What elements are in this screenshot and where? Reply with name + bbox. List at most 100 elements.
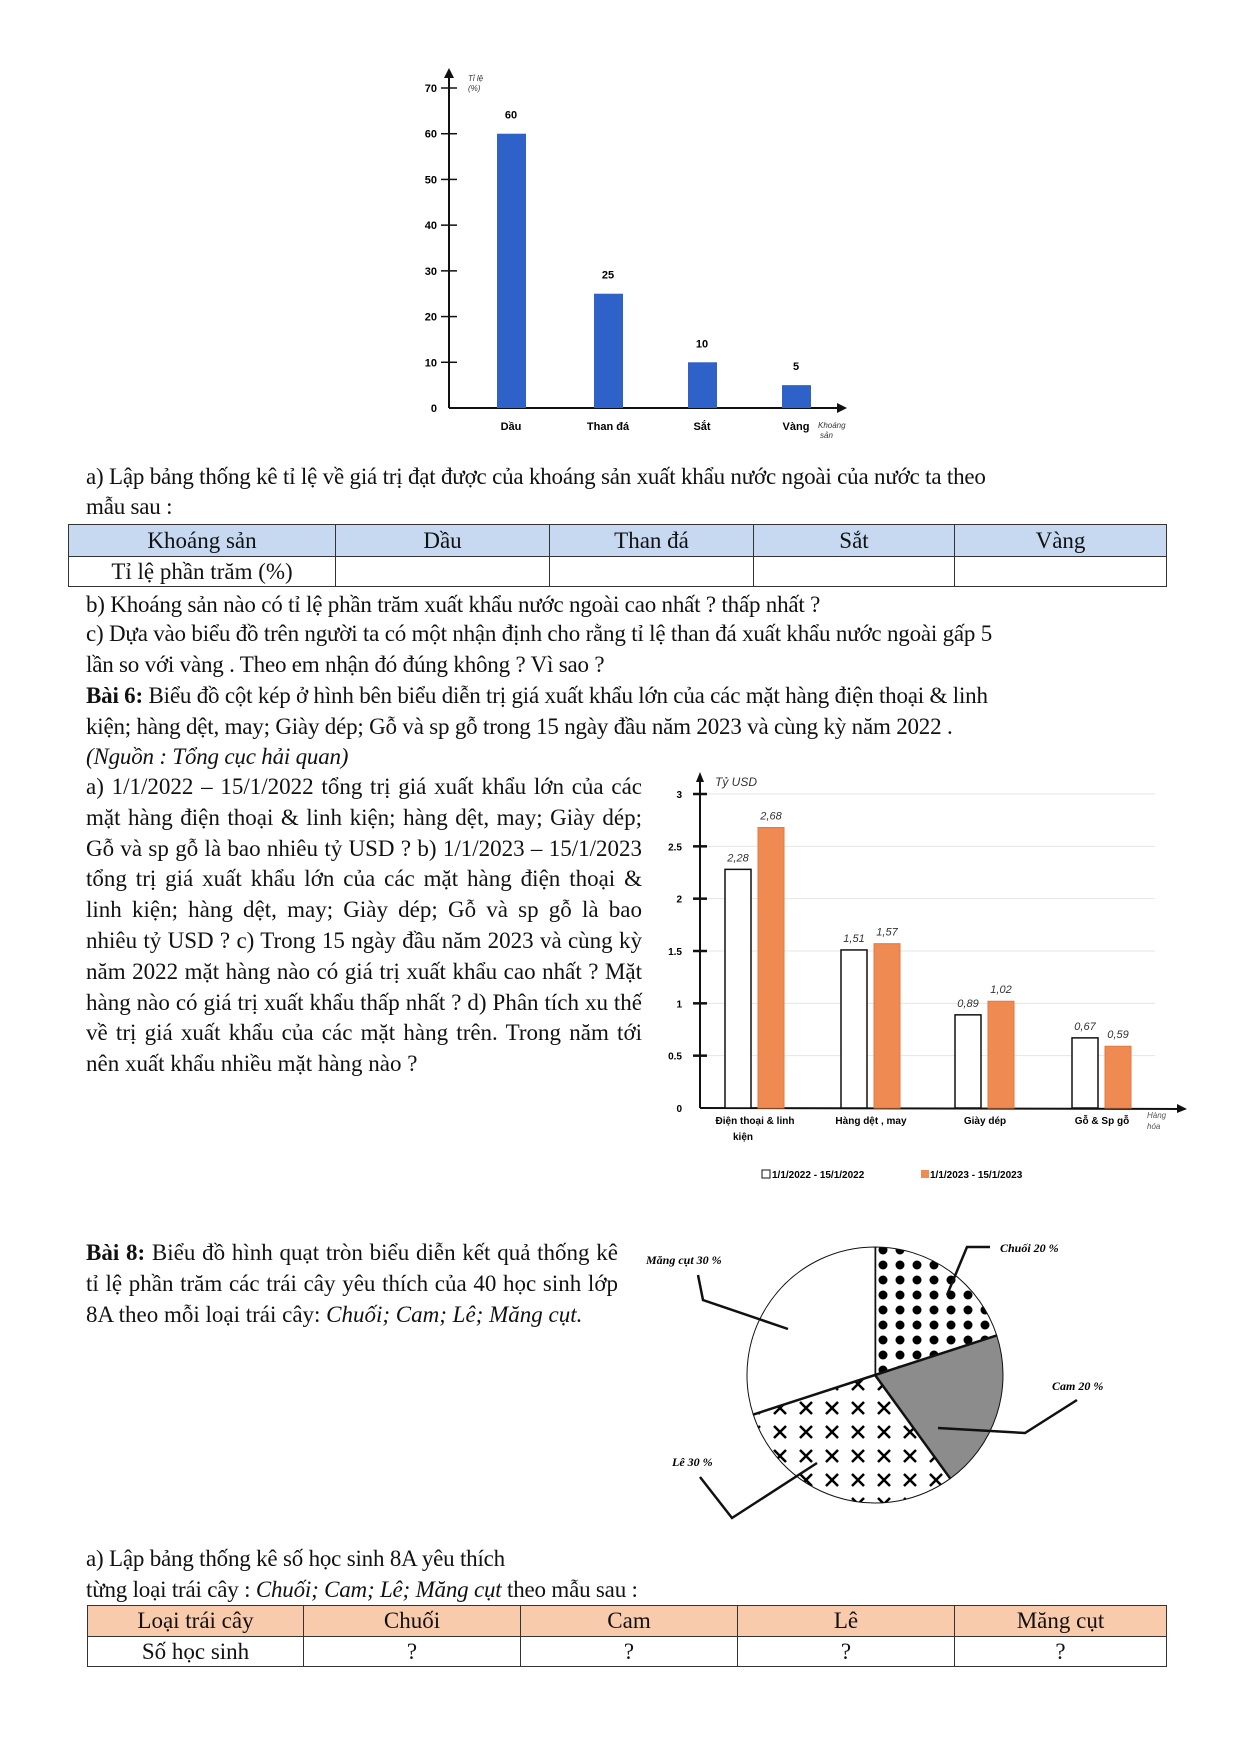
bar-value-label: 2,68: [759, 810, 782, 822]
bar: [594, 293, 623, 408]
bar-2023: [757, 826, 785, 1109]
y-axis-label-unit: (%): [468, 84, 481, 93]
bar-value-label: 10: [696, 338, 708, 350]
mineral-table-header: Khoáng sản Dầu Than đá Sắt Vàng: [68, 524, 1167, 557]
bar-value-label: 0,89: [957, 998, 978, 1010]
table-header-cell: Loại trái cây: [87, 1605, 304, 1637]
category-label: Giày dép: [964, 1116, 1006, 1127]
ex6-intro-text: Biểu đồ cột kép ở hình bên biểu diễn trị…: [142, 683, 988, 708]
mineral-table: Khoáng sản Dầu Than đá Sắt Vàng Tỉ lệ ph…: [68, 524, 1167, 587]
export-value-double-bar-chart: 0 0.5 1 1.5 2 2.5 3 Tỷ USD Hàng hóa 2,28 1,51 0,89 0,…: [668, 772, 1187, 1181]
category-label: Than đá: [587, 421, 630, 433]
bar-2023: [873, 943, 901, 1109]
table-row-label: Tỉ lệ phần trăm (%): [68, 556, 336, 587]
pie-slice-divider: [873, 1374, 952, 1480]
y-tick-label: 1.5: [668, 947, 682, 958]
ex8-intro-text: Biểu đồ hình quạt tròn biểu diễn kết quả…: [86, 1240, 619, 1327]
table-cell: [753, 556, 955, 587]
y-tick-label: 1: [676, 999, 682, 1010]
y-tick-label: 60: [425, 129, 437, 141]
bar-2022: [840, 949, 868, 1109]
table-cell: ?: [303, 1636, 521, 1667]
text: từng loại trái cây :: [86, 1577, 256, 1602]
table-cell: ?: [737, 1636, 955, 1667]
ex5-question-c-line2: lần so với vàng . Theo em nhận đó đúng k…: [86, 652, 605, 677]
x-axis-label: Hàng: [1147, 1111, 1167, 1120]
bar-value-label: 1,02: [990, 984, 1011, 996]
ex6-questions: a) 1/1/2022 – 15/1/2022 tổng trị giá xuấ…: [86, 774, 642, 1077]
legend-swatch-2023: [921, 1170, 929, 1178]
ex6-title: Bài 6:: [86, 683, 143, 708]
category-label: Hàng dệt , may: [835, 1116, 907, 1127]
y-tick-label: 3: [676, 790, 682, 801]
pie-slice-divider: [874, 1334, 998, 1377]
ex5-question-b: b) Khoáng sản nào có tỉ lệ phần trăm xuấ…: [86, 592, 821, 617]
y-tick-label: 40: [425, 220, 437, 232]
pie-slice: [874, 1246, 998, 1376]
bar-value-label: 0,59: [1107, 1029, 1128, 1041]
bar-value-label: 25: [602, 270, 614, 282]
x-axis-label: Khoáng: [818, 421, 846, 430]
slice-label: Cam 20 %: [1052, 1379, 1103, 1393]
y-tick-label: 20: [425, 312, 437, 324]
leader-line: [945, 1245, 990, 1296]
y-tick-label: 70: [425, 83, 437, 95]
fruit-table: Loại trái cây Chuối Cam Lê Măng cụt Số h…: [87, 1605, 1167, 1667]
y-tick-label: 10: [425, 357, 437, 369]
bar-value-label: 0,67: [1074, 1021, 1096, 1033]
category-label-2: kiện: [733, 1132, 753, 1143]
category-label: Dầu: [501, 421, 522, 433]
ex8-question-a-line2: từng loại trái cây : Chuối; Cam; Lê; Măn…: [86, 1577, 638, 1603]
mineral-table-row: Tỉ lệ phần trăm (%): [68, 556, 1167, 587]
category-label: Gỗ & Sp gỗ: [1075, 1114, 1129, 1127]
x-axis-label-2: hóa: [1147, 1122, 1161, 1131]
legend-label-2023: 1/1/2023 - 15/1/2023: [930, 1170, 1023, 1181]
y-tick-label: 0: [676, 1104, 682, 1115]
table-cell: ?: [954, 1636, 1167, 1667]
x-axis-label-2: sản: [820, 431, 833, 440]
y-axis-label: Tỷ USD: [715, 775, 757, 789]
ex5-question-a-line1: a) Lập bảng thống kê tỉ lệ về giá trị đạ…: [86, 464, 986, 489]
table-cell: [954, 556, 1167, 587]
bar: [782, 385, 811, 408]
y-tick-label: 2: [676, 895, 682, 906]
table-header-cell: Khoáng sản: [68, 524, 336, 557]
legend-label-2022: 1/1/2022 - 15/1/2022: [772, 1170, 865, 1181]
slice-label: Lê 30 %: [671, 1455, 713, 1469]
bar-2022: [1071, 1037, 1099, 1109]
ex6-intro-line1: Bài 6: Biểu đồ cột kép ở hình bên biểu d…: [86, 683, 988, 709]
bar-value-label: 60: [505, 110, 517, 122]
table-cell: [549, 556, 754, 587]
ex5-question-a-line2: mẫu sau :: [86, 494, 173, 519]
table-row-label: Số học sinh: [87, 1636, 304, 1667]
x-axis-arrow: [837, 403, 847, 413]
bar-2023: [1104, 1045, 1132, 1109]
bar-value-label: 1,51: [843, 933, 864, 945]
ex6-source: (Nguồn : Tổng cục hải quan): [86, 744, 349, 769]
y-axis-arrow: [696, 772, 704, 782]
bar-value-label: 5: [793, 361, 799, 373]
ex8-question-a-line1: a) Lập bảng thống kê số học sinh 8A yêu …: [86, 1546, 505, 1571]
bar-value-label: 1,57: [876, 927, 898, 939]
table-header-cell: Cam: [520, 1605, 738, 1637]
leader-line: [937, 1398, 1078, 1435]
y-tick-label: 30: [425, 266, 437, 278]
fruit-table-row: Số học sinh ? ? ? ?: [87, 1636, 1167, 1667]
fruit-table-header: Loại trái cây Chuối Cam Lê Măng cụt: [87, 1605, 1167, 1637]
text: Chuối; Cam; Lê; Măng cụt: [255, 1577, 502, 1602]
pie-slice: [746, 1246, 876, 1416]
slice-label: Măng cụt 30 %: [645, 1253, 722, 1267]
table-header-cell: Than đá: [549, 524, 754, 557]
bar-2023: [987, 1000, 1015, 1109]
pie-slice-divider: [752, 1373, 876, 1416]
ex5-question-c-line1: c) Dựa vào biểu đồ trên người ta có một …: [86, 621, 993, 646]
text: theo mẫu sau :: [501, 1577, 638, 1602]
y-tick-label: 0: [431, 403, 437, 415]
y-axis-label: Tỉ lệ: [468, 74, 484, 83]
slice-label: Chuối 20 %: [1000, 1241, 1059, 1255]
y-tick-label: 50: [425, 174, 437, 186]
legend-swatch-2022: [761, 1169, 771, 1179]
table-header-cell: Dầu: [335, 524, 550, 557]
